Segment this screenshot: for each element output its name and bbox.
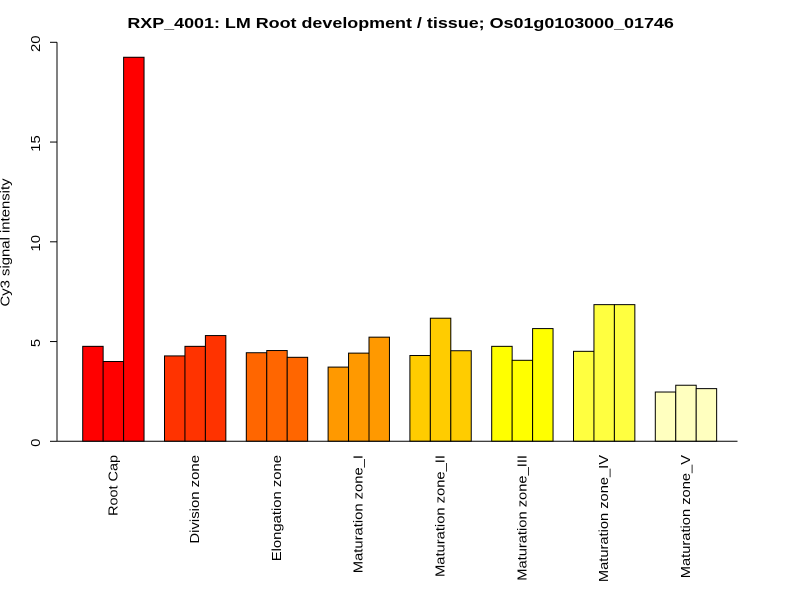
svg-text:Maturation zone_V: Maturation zone_V — [678, 455, 693, 579]
svg-text:Elongation zone: Elongation zone — [269, 455, 284, 561]
svg-text:Maturation zone_II: Maturation zone_II — [432, 455, 447, 577]
svg-text:Root Cap: Root Cap — [105, 455, 120, 516]
svg-text:Maturation zone_III: Maturation zone_III — [514, 455, 529, 581]
svg-text:RXP_4001: LM Root development: RXP_4001: LM Root development / tissue; … — [127, 15, 674, 32]
svg-text:Maturation zone_I: Maturation zone_I — [351, 455, 366, 573]
svg-text:20: 20 — [28, 35, 43, 52]
svg-text:Maturation zone_IV: Maturation zone_IV — [596, 455, 611, 582]
svg-text:10: 10 — [28, 235, 43, 252]
svg-text:Division zone: Division zone — [187, 455, 202, 544]
svg-text:5: 5 — [28, 339, 43, 347]
svg-text:0: 0 — [28, 439, 43, 447]
svg-text:Cy3 signal intensity: Cy3 signal intensity — [0, 178, 13, 307]
svg-text:15: 15 — [28, 135, 43, 152]
